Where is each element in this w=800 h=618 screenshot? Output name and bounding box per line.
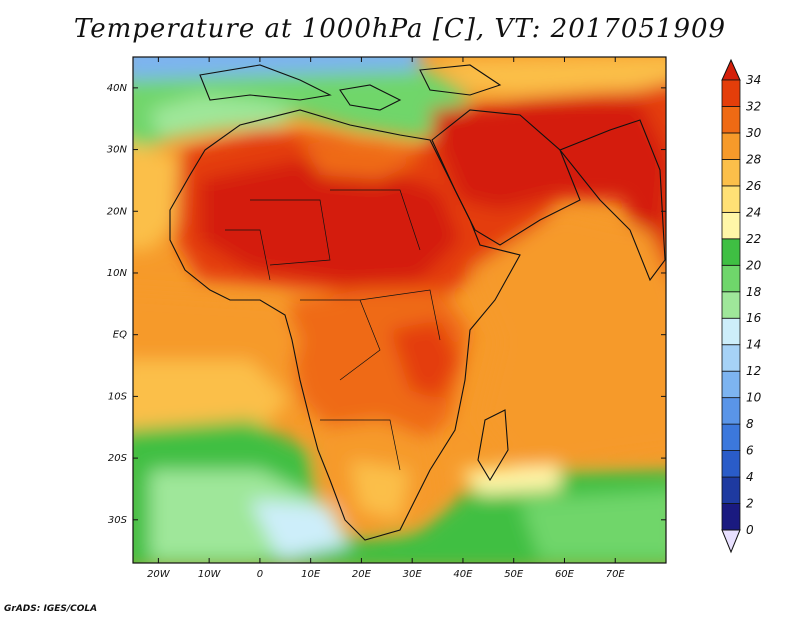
colorbar-label: 20	[746, 258, 762, 272]
colorbar-box	[721, 79, 741, 107]
lon-tick-label: 10E	[301, 569, 321, 580]
colorbar-box	[721, 211, 741, 240]
lat-tick-label: 30N	[107, 145, 128, 156]
lon-tick-label: 60E	[555, 569, 575, 580]
colorbar-label: 28	[746, 152, 762, 166]
colorbar-box	[721, 397, 741, 425]
colorbar-under-arrow	[721, 529, 741, 554]
lon-tick-label: 40E	[453, 569, 473, 580]
lat-tick-label: 10S	[108, 391, 128, 402]
colorbar-label: 14	[746, 338, 761, 352]
colorbar-label: 4	[746, 470, 754, 484]
colorbar-box	[721, 476, 741, 504]
colorbar-label: 8	[746, 417, 754, 431]
colorbar-label: 26	[746, 179, 762, 193]
lat-tick-label: 30S	[108, 515, 128, 526]
colorbar-label: 10	[746, 391, 762, 405]
lon-tick-label: 0	[257, 569, 263, 580]
lon-tick-label: 10W	[198, 569, 222, 580]
plot-frame	[132, 56, 667, 564]
colorbar-box	[721, 106, 741, 134]
colorbar-box	[721, 291, 741, 319]
colorbar-box	[721, 264, 741, 293]
colorbar-box	[721, 317, 741, 346]
colorbar-box	[721, 423, 741, 451]
colorbar-label: 2	[746, 497, 754, 511]
colorbar-box	[721, 132, 741, 160]
colorbar-box	[721, 450, 741, 478]
colorbar-box	[721, 344, 741, 372]
lon-tick-label: 30E	[403, 569, 423, 580]
map-title: Temperature at 1000hPa [C], VT: 20170519…	[73, 14, 727, 44]
colorbar-box	[721, 238, 741, 266]
lat-tick-label: 40N	[107, 83, 128, 94]
colorbar-label: 12	[746, 364, 761, 378]
colorbar-label: 6	[746, 444, 754, 458]
lon-tick-label: 20W	[147, 569, 171, 580]
coastlines	[169, 64, 666, 541]
latitude-labels: 40N 30N 20N 10N EQ 10S 20S 30S	[107, 83, 128, 526]
colorbar-label: 24	[746, 205, 761, 219]
temperature-field	[133, 57, 666, 563]
grads-credit: GrADS: IGES/COLA	[4, 604, 98, 614]
lon-tick-label: 70E	[606, 569, 626, 580]
country-borders	[225, 189, 441, 471]
lon-tick-label: 50E	[504, 569, 524, 580]
colorbar-label: 32	[746, 99, 761, 113]
colorbar-label: 18	[746, 285, 762, 299]
lat-tick-label: 20S	[108, 453, 128, 464]
colorbar-label: 34	[746, 73, 761, 87]
lon-tick-label: 20E	[352, 569, 372, 580]
colorbar-box	[721, 370, 741, 399]
lat-tick-label: 20N	[107, 206, 128, 217]
axis-ticks	[133, 57, 666, 563]
colorbar-box	[721, 159, 741, 187]
lat-tick-label: EQ	[113, 330, 127, 341]
longitude-labels: 20W 10W 0 10E 20E 30E 40E 50E 60E 70E	[147, 569, 625, 580]
lat-tick-label: 10N	[107, 268, 128, 279]
colorbar-over-arrow	[721, 58, 741, 81]
colorbar-box	[721, 185, 741, 213]
colorbar-label: 16	[746, 311, 762, 325]
colorbar-label: 22	[746, 232, 761, 246]
colorbar-label: 30	[746, 126, 762, 140]
colorbar-label: 0	[746, 523, 754, 537]
colorbar-box	[721, 503, 741, 531]
